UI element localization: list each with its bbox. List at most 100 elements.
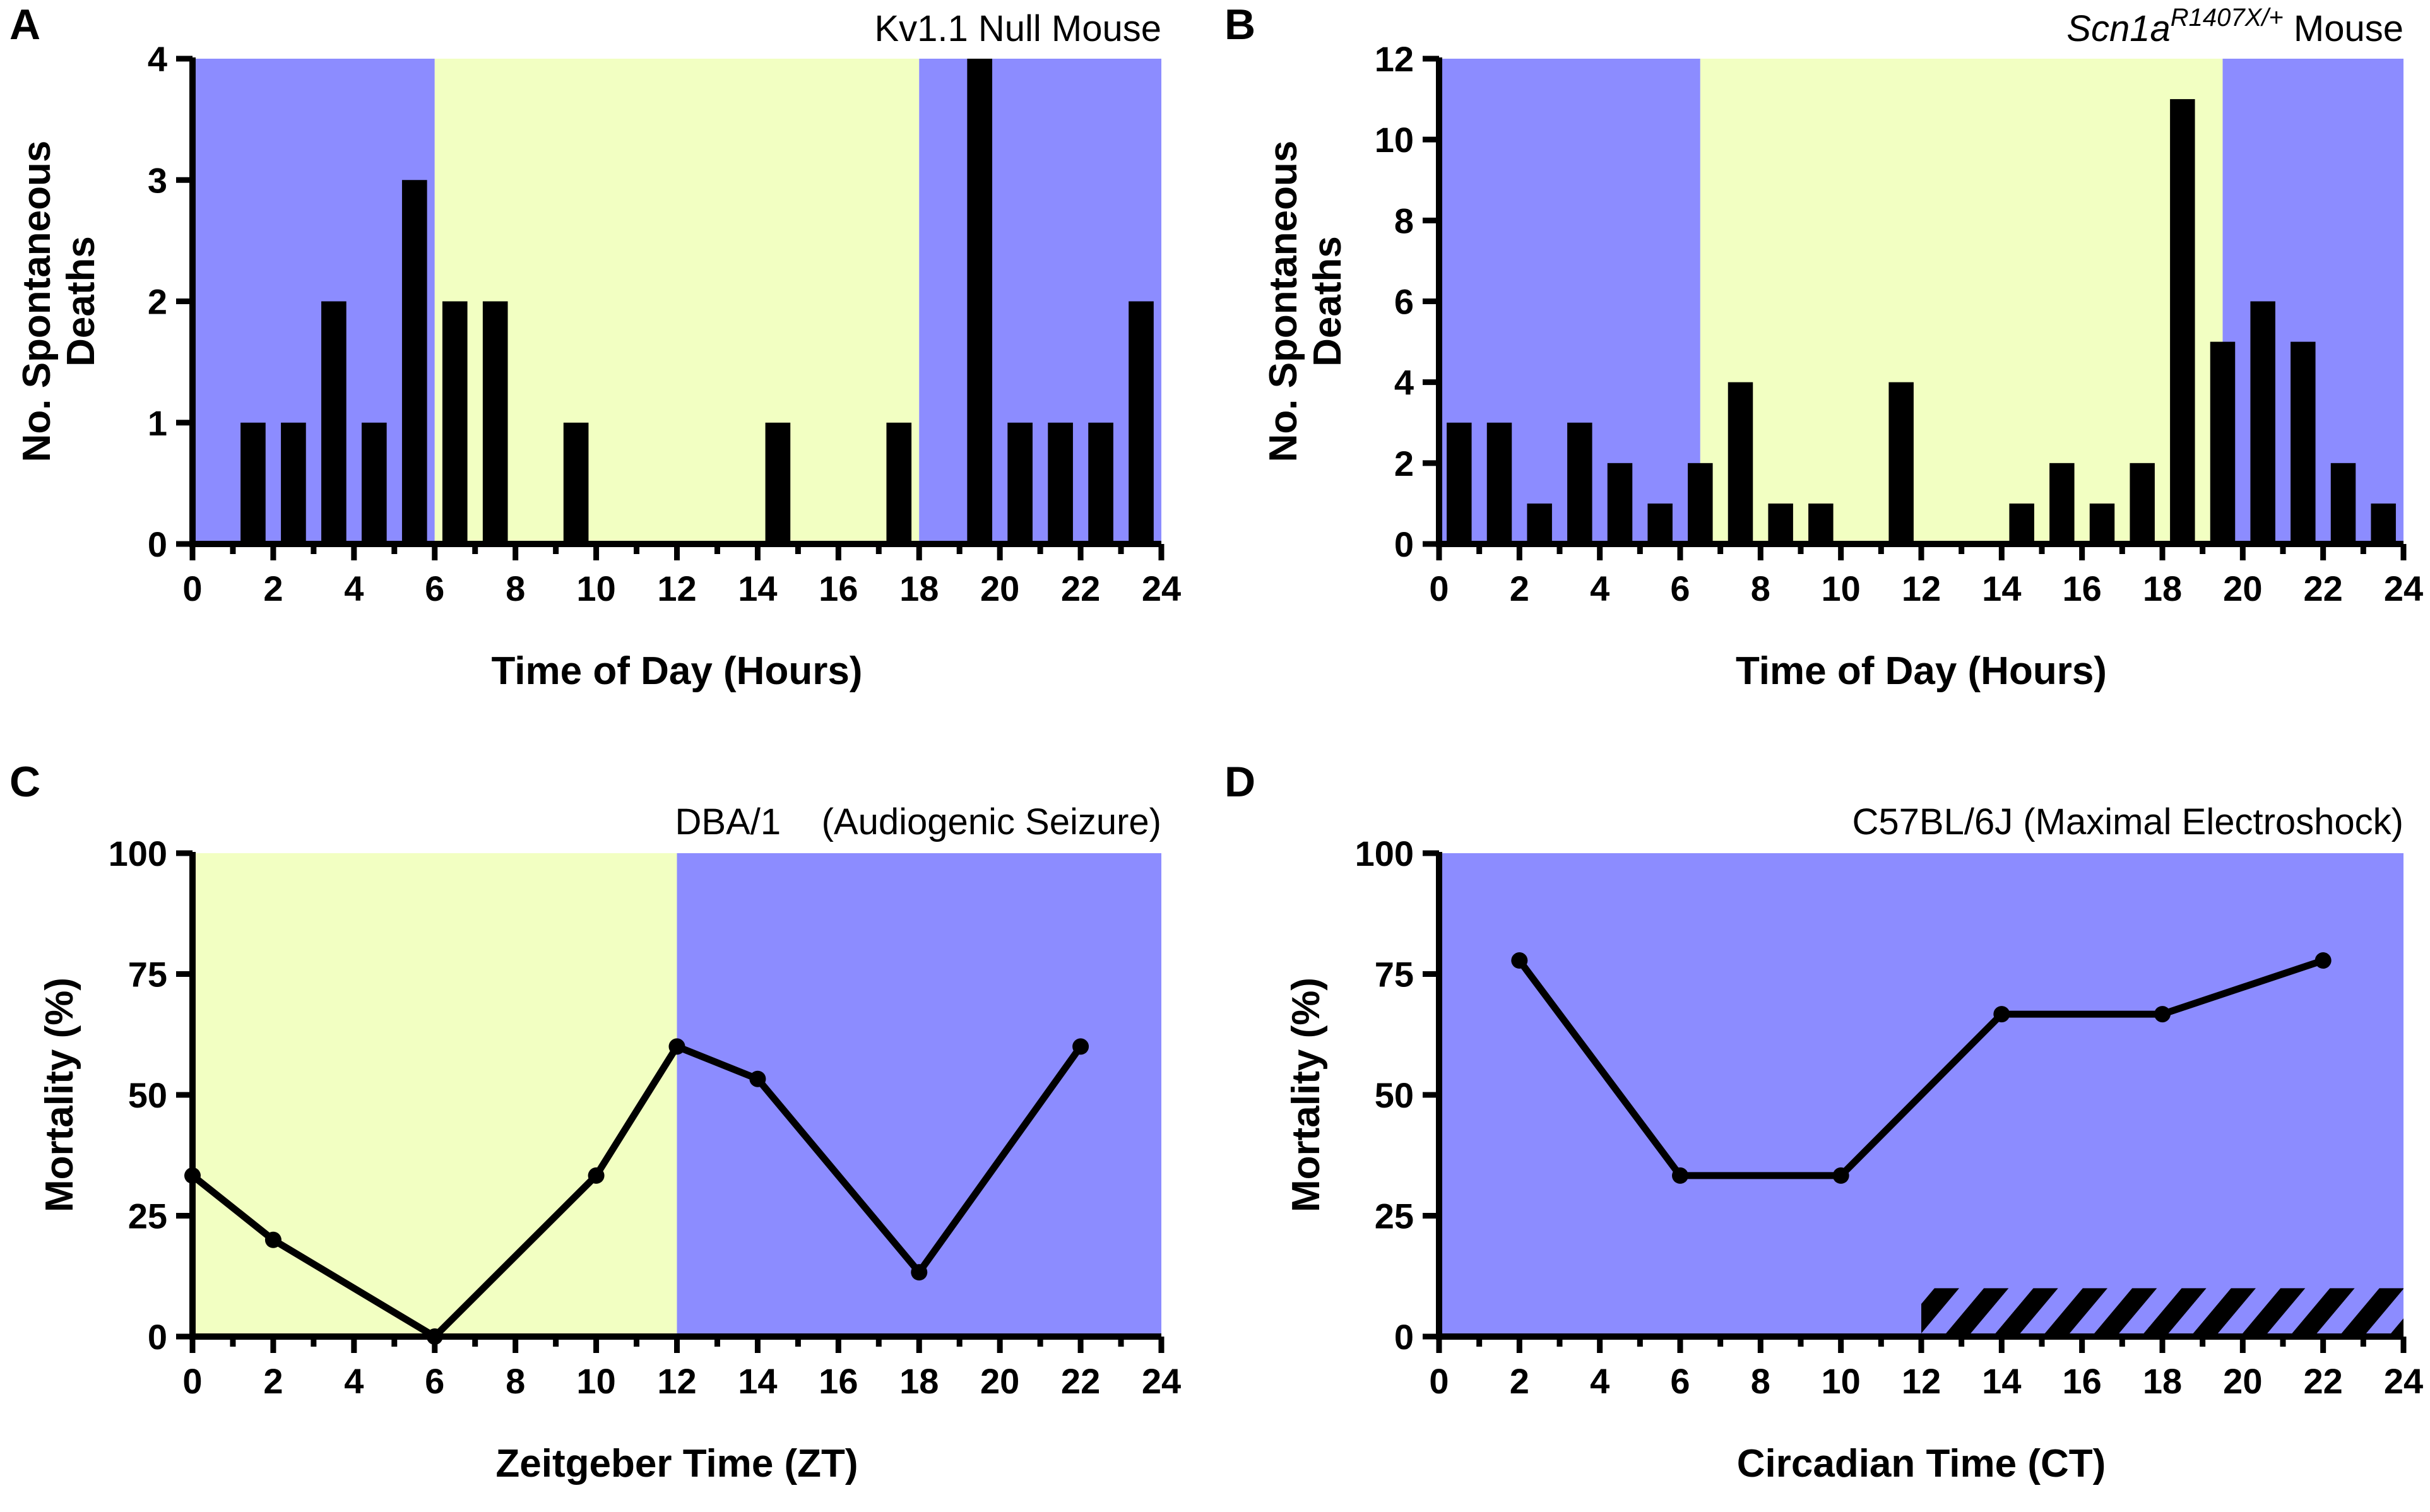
y-axis-label-line: No. Spontaneous [15, 141, 59, 463]
x-axis-label: Time of Day (Hours) [492, 649, 863, 693]
x-tick-label: 16 [2063, 569, 2102, 608]
bar-4 [1607, 463, 1633, 544]
y-tick-label: 4 [148, 39, 167, 79]
y-axis-label-line: Deaths [59, 236, 103, 367]
bar-14 [765, 422, 791, 544]
bar-22 [2330, 463, 2356, 544]
data-point-3 [588, 1167, 605, 1184]
x-tick-label: 14 [738, 1361, 777, 1401]
x-tick-label: 10 [576, 1361, 615, 1401]
y-tick-label: 25 [128, 1196, 167, 1236]
x-tick-label: 10 [1822, 569, 1861, 608]
title-gene: Scn1a [2066, 8, 2170, 49]
x-tick-label: 8 [1751, 1361, 1770, 1401]
bar-16 [2089, 503, 2115, 544]
panel-title: Kv1.1 Null Mouse [874, 8, 1161, 49]
y-tick-label: 75 [1375, 955, 1414, 995]
x-tick-label: 10 [1822, 1361, 1861, 1401]
bar-6 [442, 301, 468, 544]
x-tick-label: 18 [2143, 1361, 2182, 1401]
title-superscript: R1407X/+ [2171, 4, 2284, 32]
x-tick-label: 16 [819, 569, 858, 608]
shading-light-region [193, 853, 677, 1337]
x-tick-label: 20 [2223, 1361, 2262, 1401]
x-tick-label: 20 [2223, 569, 2262, 608]
x-tick-label: 4 [344, 1361, 364, 1401]
x-tick-label: 12 [657, 1361, 696, 1401]
bar-18 [2170, 99, 2195, 545]
x-tick-label: 14 [1982, 1361, 2021, 1401]
x-tick-label: 0 [1429, 1361, 1449, 1401]
x-tick-label: 0 [1429, 569, 1449, 608]
data-point-6 [911, 1264, 928, 1281]
data-point-7 [1072, 1038, 1089, 1055]
x-tick-label: 8 [506, 1361, 525, 1401]
shading-light-region [434, 59, 920, 544]
y-axis-label: Mortality (%) [1284, 977, 1328, 1212]
x-tick-label: 6 [425, 1361, 444, 1401]
bar-22 [1088, 422, 1113, 544]
panel-letter: C [9, 758, 40, 806]
bar-5 [401, 180, 427, 544]
x-tick-label: 6 [425, 569, 444, 608]
x-tick-label: 18 [899, 1361, 939, 1401]
y-tick-label: 75 [128, 955, 167, 995]
x-tick-label: 20 [980, 569, 1019, 608]
y-tick-label: 6 [1394, 282, 1414, 322]
bar-0 [1447, 422, 1472, 544]
bar-19 [2210, 341, 2236, 544]
y-tick-label: 3 [148, 160, 167, 200]
bar-21 [1048, 422, 1073, 544]
data-point-5 [749, 1070, 766, 1087]
bar-2 [281, 422, 306, 544]
y-axis-label: Mortality (%) [38, 977, 81, 1212]
x-tick-label: 20 [980, 1361, 1019, 1401]
x-tick-label: 12 [657, 569, 696, 608]
x-tick-label: 8 [1751, 569, 1770, 608]
x-axis-label: Circadian Time (CT) [1737, 1442, 2106, 1485]
panel-letter: B [1224, 1, 1255, 49]
x-tick-label: 18 [2143, 569, 2182, 608]
x-tick-label: 24 [1142, 569, 1181, 608]
y-tick-label: 100 [1355, 834, 1414, 873]
y-tick-label: 50 [128, 1075, 167, 1115]
x-tick-label: 2 [263, 1361, 283, 1401]
x-tick-label: 6 [1670, 569, 1690, 608]
bar-11 [1888, 382, 1914, 544]
shading-dark-region [677, 853, 1161, 1337]
x-tick-label: 24 [2384, 569, 2423, 608]
x-tick-label: 22 [1061, 569, 1100, 608]
x-tick-label: 14 [738, 569, 777, 608]
x-tick-label: 2 [1510, 569, 1529, 608]
panel-letter: D [1224, 758, 1255, 806]
x-tick-label: 16 [819, 1361, 858, 1401]
y-tick-label: 10 [1375, 120, 1414, 160]
x-tick-label: 12 [1902, 569, 1941, 608]
y-tick-label: 8 [1394, 201, 1414, 240]
hatched-bar [1921, 1288, 2403, 1337]
x-tick-label: 18 [899, 569, 939, 608]
x-axis-label: Zeitgeber Time (ZT) [495, 1442, 858, 1485]
x-tick-label: 24 [1142, 1361, 1181, 1401]
bar-9 [1808, 503, 1834, 544]
title-rest: Mouse [2284, 8, 2403, 49]
y-axis-label-line: No. Spontaneous [1262, 141, 1305, 463]
y-tick-label: 0 [1394, 1317, 1414, 1357]
data-point-1 [1672, 1167, 1688, 1184]
panel-title: DBA/1 (Audiogenic Seizure) [675, 801, 1161, 842]
bar-3 [1567, 422, 1592, 544]
data-point-3 [1993, 1006, 2010, 1023]
bar-1 [240, 422, 266, 544]
x-tick-label: 4 [1590, 569, 1609, 608]
y-tick-label: 12 [1375, 39, 1414, 79]
panel-title: C57BL/6J (Maximal Electroshock) [1852, 801, 2403, 842]
bar-21 [2291, 341, 2316, 544]
data-point-5 [2314, 952, 2332, 969]
y-tick-label: 0 [148, 1317, 167, 1357]
y-axis-label-line: Deaths [1306, 236, 1349, 367]
bar-7 [1728, 382, 1753, 544]
bar-3 [321, 301, 347, 544]
y-tick-label: 1 [148, 403, 167, 443]
